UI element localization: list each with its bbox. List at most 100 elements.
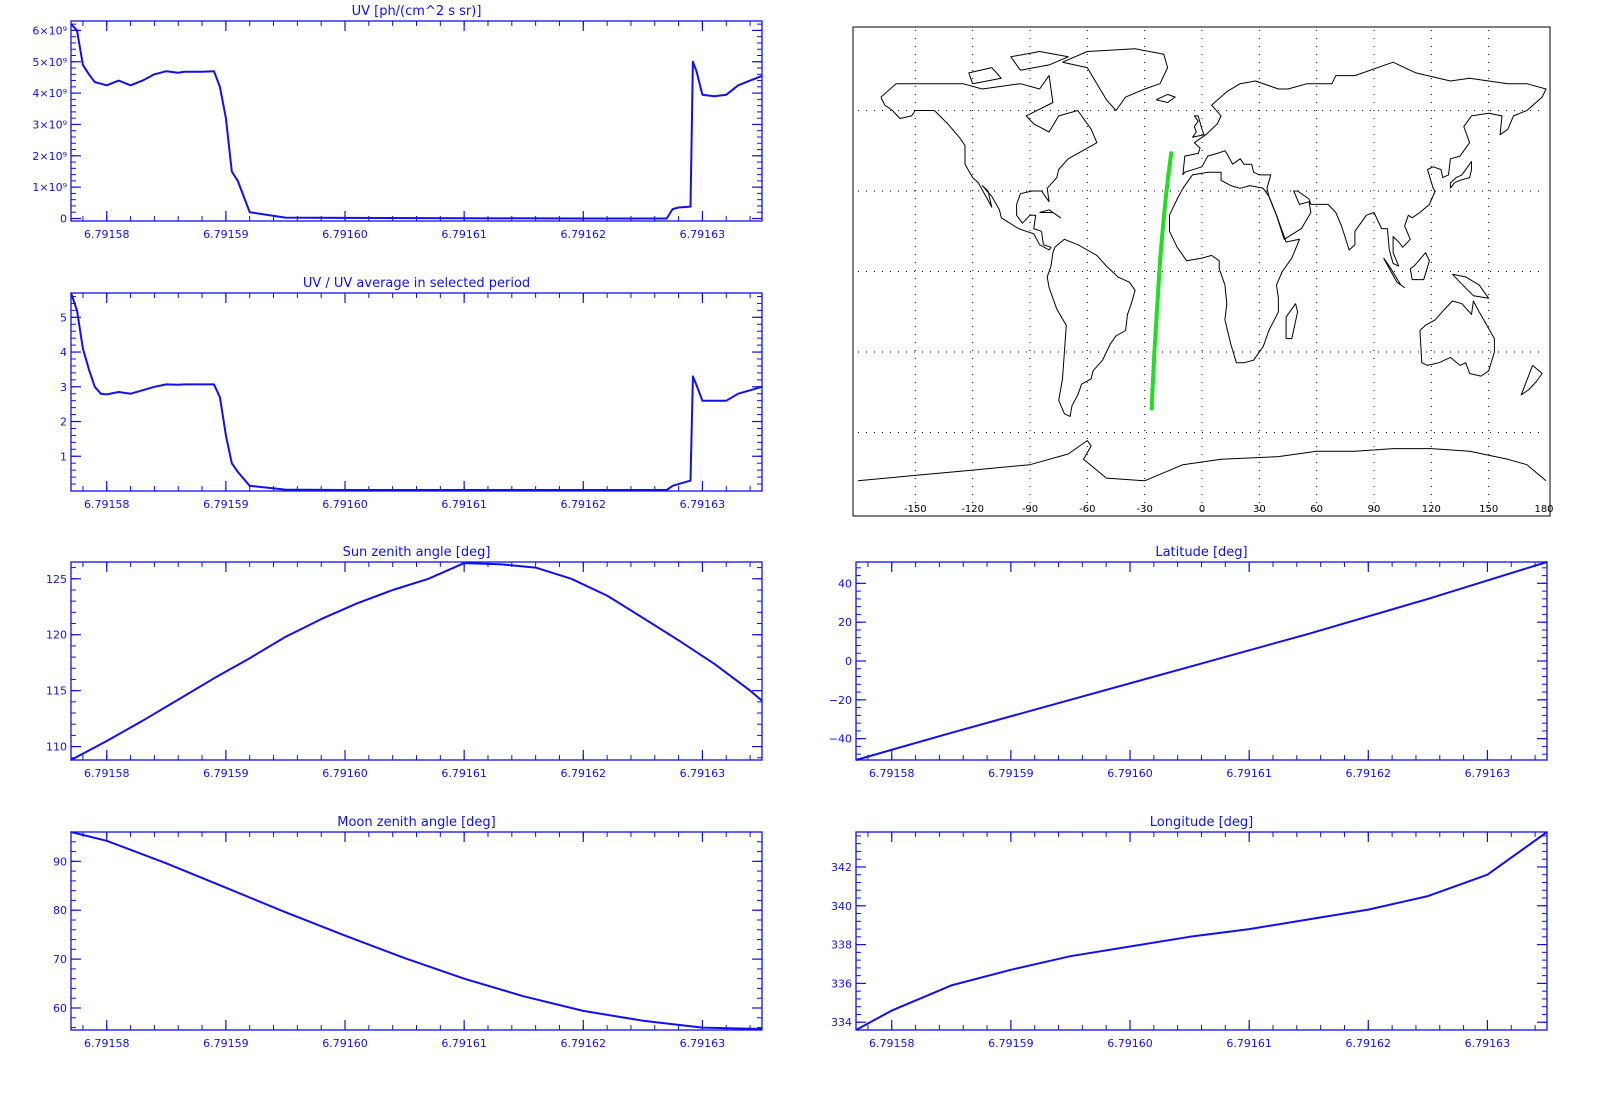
y-tick-label: 4 xyxy=(60,346,67,359)
coastline xyxy=(857,440,1547,482)
y-tick-label: 2 xyxy=(60,416,67,429)
lon-tick-label: 180 xyxy=(1534,504,1553,515)
coastline xyxy=(1419,300,1495,377)
x-tick-label: 6.79161 xyxy=(1226,767,1272,780)
plot-title: Latitude [deg] xyxy=(1155,545,1247,560)
x-tick-label: 6.79159 xyxy=(988,1037,1034,1050)
track-point xyxy=(1161,215,1166,221)
y-tick-label: 40 xyxy=(838,577,852,590)
lon-tick-label: -120 xyxy=(961,504,984,515)
track-point xyxy=(1153,331,1158,336)
track-point xyxy=(1158,255,1163,261)
track-line xyxy=(1149,151,1174,411)
x-tick-label: 6.79163 xyxy=(680,1037,726,1050)
x-tick-label: 6.79163 xyxy=(680,498,726,511)
track-point xyxy=(1149,406,1154,411)
y-tick-label: 338 xyxy=(831,939,852,952)
track-point xyxy=(1159,237,1165,242)
x-tick-label: 6.79161 xyxy=(441,767,487,780)
x-tick-label: 6.79159 xyxy=(203,767,249,780)
lon-tick-label: 90 xyxy=(1368,504,1381,515)
plot-title: Longitude [deg] xyxy=(1150,815,1253,830)
y-tick-label: 3×10⁹ xyxy=(32,118,67,131)
track-point xyxy=(1150,387,1155,392)
x-tick-label: 6.79162 xyxy=(561,767,607,780)
coastline xyxy=(1155,93,1176,103)
x-tick-label: 6.79162 xyxy=(1346,1037,1392,1050)
lon-tick-label: 30 xyxy=(1253,504,1266,515)
plot-lon: Longitude [deg] 6.79158 6.79159 6.79160 6.79… xyxy=(831,815,1548,1050)
series-line xyxy=(70,23,763,220)
lon-tick-label: -90 xyxy=(1022,504,1038,515)
y-tick-label: 6×10⁹ xyxy=(32,24,67,37)
x-tick-label: 6.79160 xyxy=(1107,767,1153,780)
x-tick-label: 6.79159 xyxy=(203,228,249,241)
x-tick-label: 6.79162 xyxy=(561,228,607,241)
coastline xyxy=(1182,61,1547,267)
x-tick-label: 6.79162 xyxy=(561,1037,607,1050)
plot-title: Sun zenith angle [deg] xyxy=(343,545,491,560)
track-point xyxy=(1169,151,1174,156)
x-tick-label: 6.79159 xyxy=(203,1037,249,1050)
plot-uvratio: UV / UV average in selected period 6.7915… xyxy=(60,276,763,511)
track-point xyxy=(1166,172,1171,178)
y-tick-label: 60 xyxy=(53,1002,67,1015)
coastline xyxy=(1383,257,1406,289)
x-tick-label: 6.79158 xyxy=(84,767,130,780)
plot-title: UV [ph/(cm^2 s sr)] xyxy=(352,4,482,19)
coastline xyxy=(1449,161,1472,189)
lon-tick-label: -150 xyxy=(904,504,927,515)
y-tick-label: 0 xyxy=(845,655,852,668)
plot-uv: UV [ph/(cm^2 s sr)] 6.79158 6.79159 6.79160… xyxy=(32,4,763,241)
track-point xyxy=(1163,194,1169,199)
track-point xyxy=(1155,293,1161,298)
coastline xyxy=(1062,48,1169,111)
plot-title: UV / UV average in selected period xyxy=(303,276,530,291)
x-tick-label: 6.79160 xyxy=(322,767,368,780)
x-tick-label: 6.79161 xyxy=(441,498,487,511)
y-tick-label: −40 xyxy=(829,733,852,746)
coastline xyxy=(1285,303,1299,340)
y-tick-label: 1 xyxy=(60,450,67,463)
y-tick-label: −20 xyxy=(829,694,852,707)
x-tick-label: 6.79159 xyxy=(203,498,249,511)
plot-frame xyxy=(70,561,763,761)
lon-tick-label: -30 xyxy=(1136,504,1152,515)
y-tick-label: 0 xyxy=(60,212,67,225)
y-tick-label: 3 xyxy=(60,381,67,394)
lon-tick-label: -60 xyxy=(1079,504,1095,515)
coastline xyxy=(1452,273,1490,299)
plot-frame xyxy=(70,20,763,222)
coastline xyxy=(1169,171,1300,364)
y-tick-label: 115 xyxy=(46,685,67,698)
coastline xyxy=(1191,115,1205,138)
y-tick-label: 110 xyxy=(46,741,67,754)
x-tick-label: 6.79158 xyxy=(869,767,915,780)
y-tick-label: 90 xyxy=(53,855,67,868)
x-tick-label: 6.79161 xyxy=(441,1037,487,1050)
x-tick-label: 6.79162 xyxy=(561,498,607,511)
y-tick-label: 342 xyxy=(831,861,852,874)
x-tick-label: 6.79163 xyxy=(1465,1037,1511,1050)
y-tick-label: 334 xyxy=(831,1016,852,1029)
coastline xyxy=(880,75,1098,251)
coastline xyxy=(1409,252,1430,281)
x-tick-label: 6.79163 xyxy=(680,767,726,780)
plot-frame xyxy=(855,831,1548,1031)
coastlines xyxy=(857,48,1547,482)
plot-frame xyxy=(70,831,763,1031)
x-tick-label: 6.79158 xyxy=(869,1037,915,1050)
map-lon-labels: -150 -120 -90 -60 -30 0 30 60 90 120 150 180 xyxy=(904,504,1554,515)
coastline xyxy=(1520,365,1543,396)
y-tick-label: 20 xyxy=(838,616,852,629)
x-tick-label: 6.79158 xyxy=(84,228,130,241)
plot-sza: Sun zenith angle [deg] 6.79158 6.79159 6.79… xyxy=(46,545,763,780)
lon-tick-label: 0 xyxy=(1199,504,1205,515)
y-tick-label: 80 xyxy=(53,904,67,917)
x-tick-label: 6.79158 xyxy=(84,1037,130,1050)
x-tick-label: 6.79161 xyxy=(1226,1037,1272,1050)
lon-tick-label: 120 xyxy=(1422,504,1441,515)
y-tick-label: 5 xyxy=(60,311,67,324)
series-line xyxy=(855,831,1548,1031)
